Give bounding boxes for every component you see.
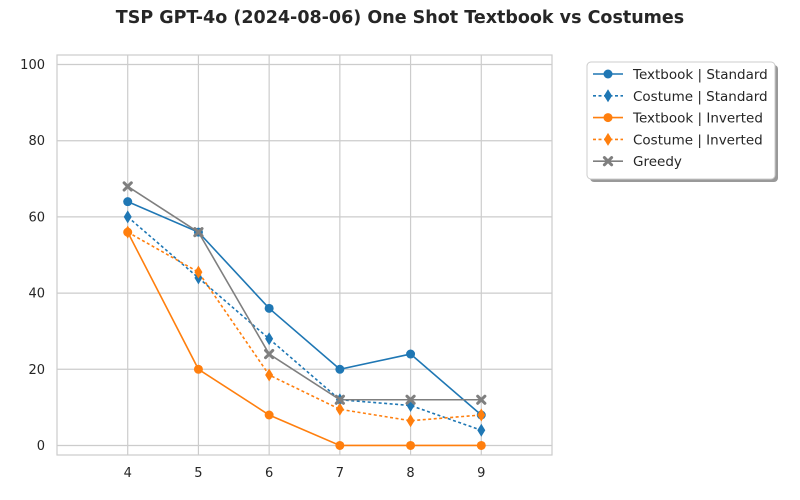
y-tick-label: 0	[37, 439, 45, 454]
series-line	[127, 231, 482, 422]
legend-item: Greedy	[593, 154, 682, 170]
data-point	[265, 368, 274, 382]
legend-box	[586, 61, 776, 180]
legend-marker	[602, 156, 614, 167]
legend: Textbook | Standard Costume | Standard Tex…	[586, 61, 778, 182]
data-point	[265, 332, 274, 346]
data-point	[264, 348, 275, 360]
chart-title: TSP GPT-4o (2024-08-06) One Shot Textboo…	[115, 8, 685, 28]
data-point	[406, 349, 416, 359]
legend-marker	[603, 113, 613, 123]
legend-marker	[604, 89, 612, 103]
x-tick-label: 7	[336, 466, 344, 481]
legend-marker	[604, 132, 612, 146]
data-point	[264, 410, 274, 420]
legend-item: Costume | Standard	[593, 89, 768, 105]
data-point	[264, 303, 274, 313]
data-point	[477, 423, 486, 437]
y-tick-label: 100	[20, 58, 45, 73]
data-point	[193, 364, 203, 374]
data-point	[123, 225, 132, 239]
y-tick-label: 60	[28, 210, 45, 225]
x-tick-label: 9	[477, 466, 485, 481]
legend-item: Costume | Inverted	[593, 132, 763, 148]
data-point	[335, 364, 345, 374]
data-point	[406, 414, 415, 428]
data-point	[193, 227, 204, 238]
legend-label: Costume | Inverted	[633, 132, 763, 148]
data-point	[406, 440, 416, 450]
x-tick-label: 4	[124, 466, 132, 481]
data-point	[334, 394, 345, 405]
series-line	[127, 200, 482, 416]
legend-label: Textbook | Inverted	[632, 111, 763, 127]
x-tick-label: 5	[194, 466, 202, 481]
grid	[57, 55, 552, 455]
series	[122, 181, 487, 450]
y-tick-label: 40	[28, 287, 45, 302]
data-point	[194, 265, 203, 279]
legend-item: Textbook | Standard	[593, 67, 768, 83]
x-tick-label: 6	[265, 466, 273, 481]
data-point	[476, 394, 487, 405]
data-point	[477, 408, 486, 422]
legend-label: Textbook | Standard	[632, 67, 768, 83]
legend-item: Textbook | Inverted	[593, 111, 763, 127]
series-line	[127, 216, 482, 431]
data-point	[405, 394, 416, 405]
y-tick-label: 80	[28, 134, 45, 149]
legend-marker	[603, 69, 613, 79]
plot-frame	[56, 54, 553, 456]
legend-label: Costume | Standard	[633, 89, 768, 105]
legend-label: Greedy	[633, 154, 682, 170]
series-2	[123, 210, 486, 437]
data-point	[123, 210, 132, 224]
data-point	[335, 402, 344, 416]
series-line	[127, 185, 482, 401]
series-4	[123, 225, 486, 428]
data-point	[123, 197, 133, 207]
tick-labels: 4 5 6 7 8 9 0 20 40 60 80 100	[20, 58, 485, 481]
series-5	[122, 181, 487, 405]
data-point	[335, 440, 345, 450]
x-tick-label: 8	[406, 466, 414, 481]
data-point	[476, 440, 486, 450]
series-line	[127, 231, 482, 447]
data-point	[122, 181, 133, 192]
series-1	[123, 197, 486, 420]
y-tick-label: 20	[28, 363, 45, 378]
